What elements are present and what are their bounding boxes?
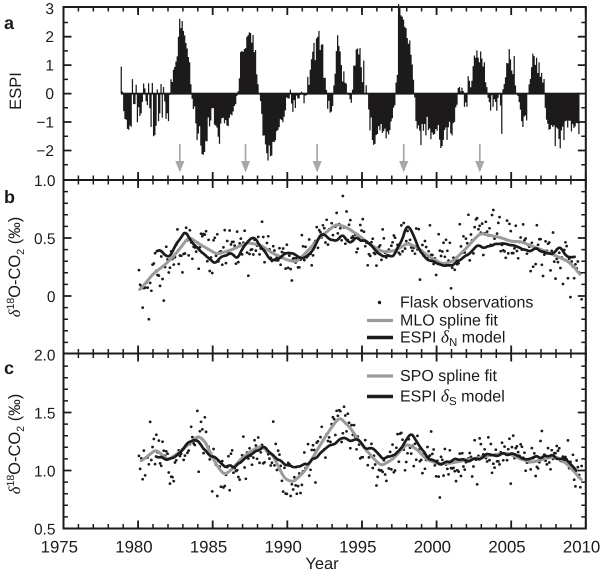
svg-text:2000: 2000 — [414, 537, 451, 556]
svg-text:0: 0 — [47, 289, 56, 306]
svg-text:2: 2 — [45, 29, 54, 46]
svg-text:1985: 1985 — [190, 537, 227, 556]
svg-text:a: a — [4, 13, 15, 33]
svg-text:c: c — [4, 358, 14, 378]
svg-text:1990: 1990 — [264, 537, 301, 556]
svg-text:δ18O-CO2 (‰): δ18O-CO2 (‰) — [5, 217, 27, 317]
svg-text:2.0: 2.0 — [34, 347, 56, 364]
svg-text:0.5: 0.5 — [34, 231, 56, 248]
svg-text:SPO spline fit: SPO spline fit — [400, 368, 497, 385]
svg-text:ESPI: ESPI — [7, 72, 25, 110]
svg-text:1995: 1995 — [339, 537, 376, 556]
svg-text:ESPI δS model: ESPI δS model — [400, 386, 505, 409]
svg-text:−1: −1 — [36, 115, 54, 132]
svg-text:2005: 2005 — [488, 537, 525, 556]
svg-text:Year: Year — [305, 555, 339, 573]
svg-text:1.0: 1.0 — [34, 173, 56, 190]
svg-text:−2: −2 — [36, 143, 54, 160]
svg-text:MLO spline fit: MLO spline fit — [400, 313, 498, 330]
svg-text:δ18O-CO2 (‰): δ18O-CO2 (‰) — [5, 394, 27, 494]
svg-text:1975: 1975 — [41, 537, 78, 556]
svg-text:1.0: 1.0 — [34, 463, 56, 480]
svg-text:ESPI δN model: ESPI δN model — [400, 327, 505, 350]
svg-text:0: 0 — [45, 86, 54, 103]
svg-text:b: b — [4, 187, 15, 207]
svg-text:1: 1 — [45, 58, 54, 75]
svg-text:Flask observations: Flask observations — [400, 295, 533, 312]
svg-text:2010: 2010 — [563, 537, 600, 556]
svg-text:0.5: 0.5 — [34, 521, 56, 538]
svg-text:3: 3 — [45, 1, 54, 18]
svg-text:1.5: 1.5 — [34, 405, 56, 422]
svg-text:1980: 1980 — [115, 537, 152, 556]
